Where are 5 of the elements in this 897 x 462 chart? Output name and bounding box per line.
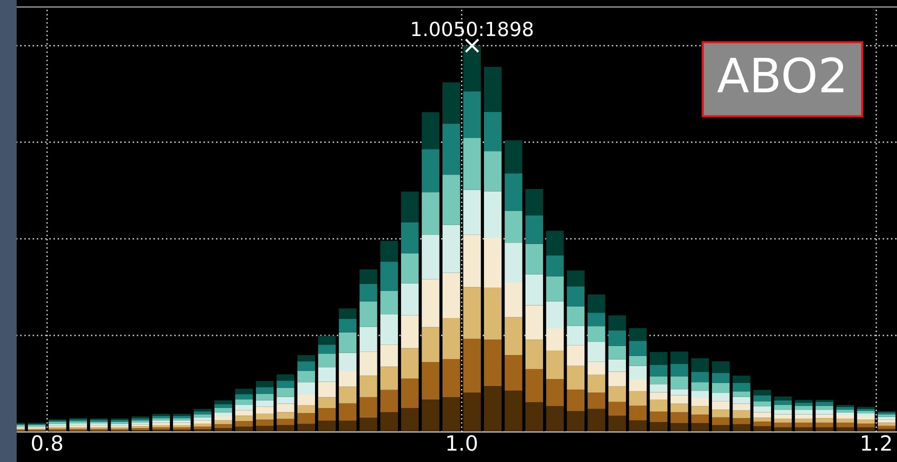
- chart-title: ABO2: [717, 57, 844, 93]
- x-tick-label: 1.0: [447, 435, 477, 451]
- x-tick-label: 0.8: [32, 435, 62, 451]
- x-tick-label: 1.2: [862, 435, 891, 451]
- annotation: 1.0050:1898: [412, 22, 533, 36]
